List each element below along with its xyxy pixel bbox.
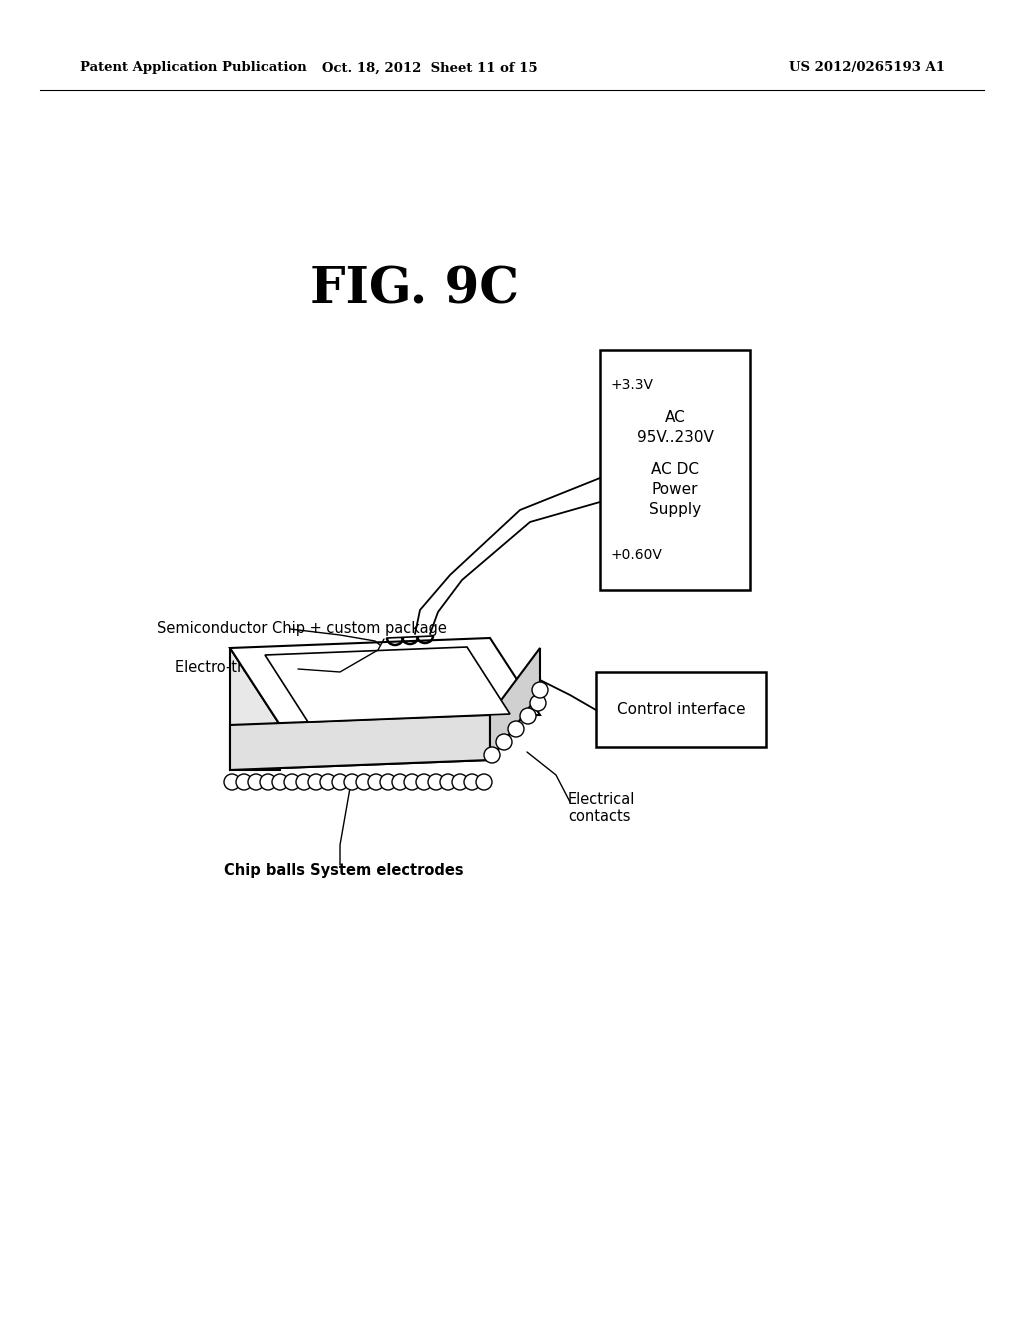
Bar xyxy=(596,672,766,747)
Text: Electrical
contacts: Electrical contacts xyxy=(568,792,635,825)
Circle shape xyxy=(356,774,372,789)
Text: +0.60V: +0.60V xyxy=(610,548,662,562)
Circle shape xyxy=(260,774,276,789)
Circle shape xyxy=(284,774,300,789)
Text: 95V..230V: 95V..230V xyxy=(637,430,714,445)
Circle shape xyxy=(428,774,444,789)
Circle shape xyxy=(496,734,512,750)
Polygon shape xyxy=(230,648,280,770)
Circle shape xyxy=(520,708,536,723)
Text: Semiconductor Chip + custom package: Semiconductor Chip + custom package xyxy=(157,620,446,635)
Text: AC: AC xyxy=(665,411,685,425)
Polygon shape xyxy=(230,715,490,770)
Text: +3.3V: +3.3V xyxy=(610,378,653,392)
Circle shape xyxy=(404,774,420,789)
Text: AC DC: AC DC xyxy=(651,462,699,477)
Polygon shape xyxy=(230,693,540,770)
Text: Patent Application Publication: Patent Application Publication xyxy=(80,62,307,74)
Text: Oct. 18, 2012  Sheet 11 of 15: Oct. 18, 2012 Sheet 11 of 15 xyxy=(323,62,538,74)
Circle shape xyxy=(248,774,264,789)
Circle shape xyxy=(296,774,312,789)
Polygon shape xyxy=(490,648,540,760)
Circle shape xyxy=(272,774,288,789)
Circle shape xyxy=(440,774,456,789)
Circle shape xyxy=(484,747,500,763)
Circle shape xyxy=(319,774,336,789)
Circle shape xyxy=(308,774,324,789)
Circle shape xyxy=(236,774,252,789)
Text: Control interface: Control interface xyxy=(616,702,745,717)
Polygon shape xyxy=(265,647,510,722)
Circle shape xyxy=(332,774,348,789)
Circle shape xyxy=(508,721,524,737)
Text: Electro-thermal TEK: Electro-thermal TEK xyxy=(175,660,321,676)
Circle shape xyxy=(452,774,468,789)
Circle shape xyxy=(532,682,548,698)
Bar xyxy=(600,350,750,590)
Circle shape xyxy=(530,696,546,711)
Text: US 2012/0265193 A1: US 2012/0265193 A1 xyxy=(790,62,945,74)
Text: Power: Power xyxy=(651,482,698,498)
Circle shape xyxy=(416,774,432,789)
Circle shape xyxy=(380,774,396,789)
Circle shape xyxy=(344,774,360,789)
Circle shape xyxy=(368,774,384,789)
Text: FIG. 9C: FIG. 9C xyxy=(310,265,519,314)
Circle shape xyxy=(476,774,492,789)
Text: Supply: Supply xyxy=(649,502,701,517)
Polygon shape xyxy=(230,638,540,725)
Circle shape xyxy=(392,774,408,789)
Text: Chip balls System electrodes: Chip balls System electrodes xyxy=(224,862,464,878)
Circle shape xyxy=(224,774,240,789)
Circle shape xyxy=(464,774,480,789)
